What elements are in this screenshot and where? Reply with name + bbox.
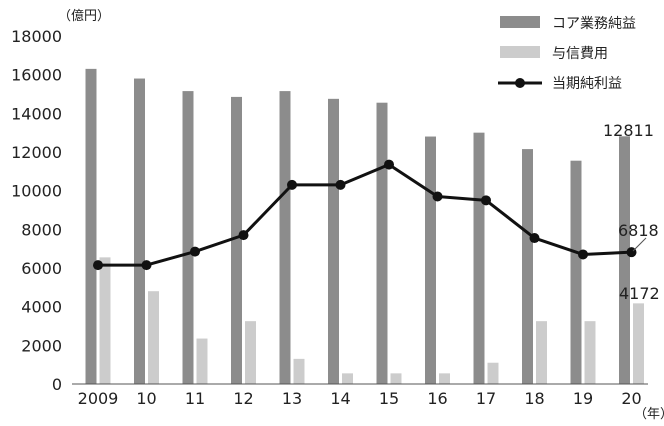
x-tick-label: 12 [233,389,253,408]
x-tick-label: 11 [185,389,205,408]
x-tick-label: 19 [573,389,593,408]
data-label-credit-cost-2020: 4172 [619,284,660,303]
point-net-income [190,246,200,257]
bar-core-profit [619,136,630,384]
y-unit-label: （億円） [58,8,110,24]
bar-core-profit [231,96,242,385]
y-tick-label: 4000 [21,298,62,317]
bar-core-profit [328,98,339,384]
y-tick-label: 16000 [11,66,62,85]
point-net-income [578,249,588,260]
legend-marker-net-income [515,78,525,88]
legend-label-credit-cost: 与信費用 [552,46,608,62]
y-tick-label: 12000 [11,143,62,162]
y-tick-label: 14000 [11,104,62,123]
bar-core-profit [134,78,145,385]
x-unit-label: （年） [634,407,664,421]
bar-credit-cost [390,373,402,384]
bar-credit-cost [99,257,111,384]
bar-core-profit [570,160,582,384]
point-net-income [141,260,152,271]
bar-core-profit [376,102,388,384]
y-tick-label: 2000 [21,336,62,355]
data-label-core-profit-2020: 12811 [603,121,654,140]
bar-credit-cost [196,338,208,384]
legend-swatch-credit-cost [500,46,540,58]
y-tick-label: 18000 [11,27,62,46]
bars-layer [85,68,644,385]
y-tick-label: 10000 [11,182,62,201]
point-net-income [481,195,491,206]
bar-core-profit [279,91,291,384]
bar-credit-cost [584,321,596,384]
x-tick-label: 20 [621,389,641,408]
bar-core-profit [182,91,194,384]
bar-credit-cost [487,362,499,384]
bar-credit-cost [439,373,450,384]
point-net-income [335,179,346,190]
bar-credit-cost [342,373,353,384]
x-tick-label: 2009 [78,389,119,408]
y-tick-label: 8000 [21,220,62,239]
data-label-leader-net-income [632,237,647,252]
line-net-income [98,163,632,267]
x-tick-label: 17 [476,389,496,408]
legend-swatch-core-profit [500,16,540,28]
point-net-income [93,260,103,271]
point-net-income [238,230,249,241]
point-net-income [384,159,394,170]
line-layer [93,159,637,271]
bar-core-profit [473,132,485,384]
bar-credit-cost [245,321,256,384]
x-tick-label: 16 [427,389,447,408]
y-tick-label: 0 [52,375,62,394]
bar-core-profit [85,68,97,384]
legend-label-core-profit: コア業務純益 [552,16,636,32]
x-tick-label: 10 [136,389,156,408]
bar-credit-cost [633,303,644,384]
y-tick-label: 6000 [21,259,62,278]
bar-core-profit [425,136,436,384]
legend-label-net-income: 当期純利益 [552,76,622,92]
data-label-net-income-2020: 6818 [618,221,659,240]
bar-core-profit [522,149,533,384]
legend: コア業務純益 与信費用 当期純利益 [498,16,636,92]
bar-credit-cost [293,358,305,384]
x-axis-ticks: 2009 10 11 12 13 14 15 16 17 18 19 20 [78,389,642,408]
y-axis-ticks: 0 2000 4000 6000 8000 10000 12000 14000 16000 180… [11,27,62,394]
point-net-income [287,179,297,190]
bar-credit-cost [536,321,547,384]
bar-credit-cost [148,291,159,384]
x-tick-label: 14 [330,389,350,408]
x-tick-label: 13 [282,389,302,408]
x-tick-label: 15 [379,389,399,408]
point-net-income [529,233,540,244]
point-net-income [432,191,443,202]
x-tick-label: 18 [524,389,544,408]
